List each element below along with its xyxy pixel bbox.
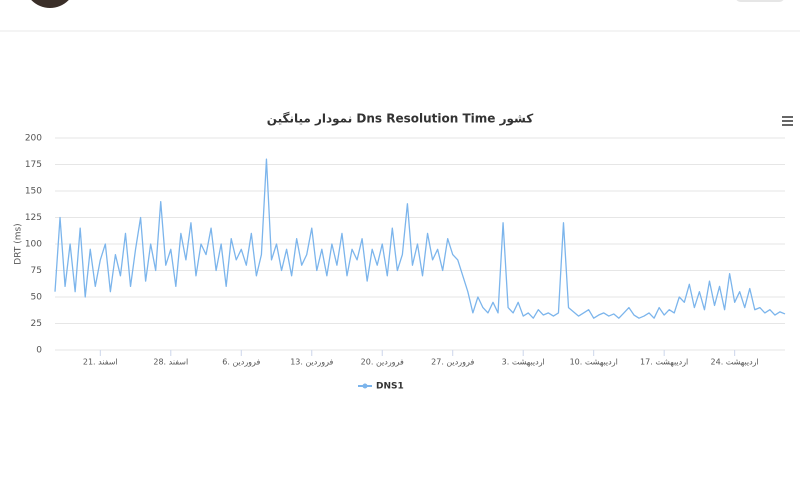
- x-tick-label: 27. فروردین: [431, 358, 474, 367]
- x-tick-label: 21. اسفند: [83, 358, 118, 367]
- y-tick-label: 75: [31, 266, 42, 276]
- menu-icon[interactable]: [782, 116, 793, 126]
- x-tick-label: 20. فروردین: [361, 358, 404, 367]
- x-tick-label: 28. اسفند: [153, 358, 188, 367]
- y-tick-label: 100: [25, 240, 42, 250]
- legend-label: DNS1: [376, 382, 404, 392]
- x-tick-label: 3. اردیبهشت: [502, 358, 545, 367]
- x-tick-label: 24. اردیبهشت: [711, 358, 759, 367]
- y-tick-label: 50: [31, 293, 43, 303]
- avatar: [31, 0, 69, 8]
- x-tick-label: 10. اردیبهشت: [570, 358, 618, 367]
- y-tick-label: 25: [31, 319, 42, 329]
- x-tick-label: 17. اردیبهشت: [640, 358, 688, 367]
- chart-title: نمودار میانگین Dns Resolution Time کشور: [267, 112, 533, 127]
- y-tick-label: 200: [25, 134, 42, 144]
- data-line: [54, 158, 786, 319]
- top-button[interactable]: [735, 0, 785, 2]
- y-tick-label: 175: [25, 160, 42, 170]
- legend-marker: [362, 383, 368, 389]
- y-tick-label: 125: [25, 213, 42, 223]
- x-tick-label: 6. فروردین: [222, 358, 260, 367]
- y-axis-title: DRT (ms): [14, 223, 24, 264]
- y-tick-label: 0: [36, 346, 42, 356]
- y-tick-label: 150: [25, 187, 42, 197]
- x-tick-label: 13. فروردین: [290, 358, 333, 367]
